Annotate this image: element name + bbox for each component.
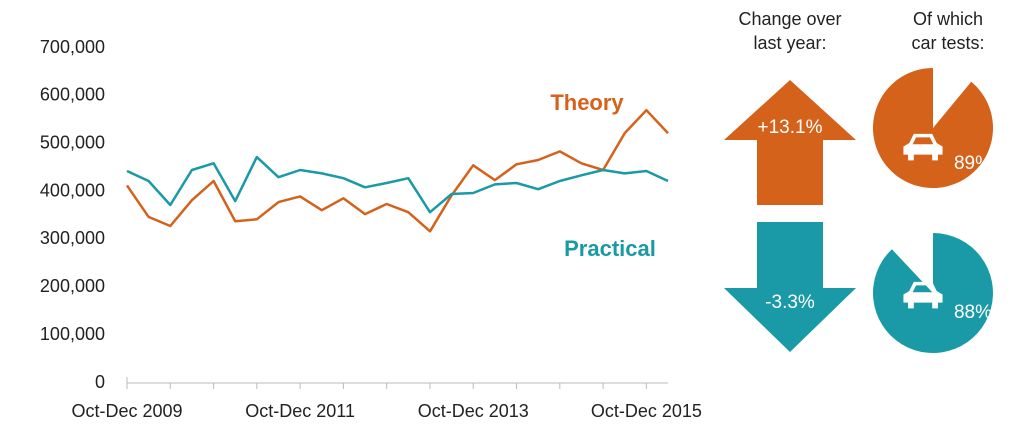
change-label: -3.3% (765, 292, 815, 313)
y-tick-label: 600,000 (40, 85, 105, 105)
x-tick-label: Oct-Dec 2011 (245, 401, 355, 421)
x-tick-label: Oct-Dec 2015 (591, 401, 702, 421)
y-tick-label: 200,000 (40, 276, 105, 296)
series-label: Practical (564, 236, 656, 261)
y-tick-label: 300,000 (40, 228, 105, 248)
y-tick-label: 100,000 (40, 324, 105, 344)
change-arrow (724, 222, 856, 352)
series-label: Theory (550, 90, 624, 115)
x-tick-label: Oct-Dec 2009 (71, 401, 182, 421)
change-arrow (724, 80, 856, 205)
share-label: 88% (954, 302, 992, 323)
share-header: car tests: (911, 33, 984, 53)
y-tick-label: 0 (95, 372, 105, 392)
series-line (125, 108, 669, 233)
change-header: Change over (738, 9, 841, 29)
y-tick-label: 400,000 (40, 180, 105, 200)
y-tick-label: 500,000 (40, 132, 105, 152)
change-label: +13.1% (758, 117, 823, 138)
share-label: 89% (954, 153, 992, 174)
y-tick-label: 700,000 (40, 37, 105, 57)
pie-slice (873, 68, 994, 189)
x-tick-label: Oct-Dec 2013 (418, 401, 529, 421)
change-header: last year: (753, 33, 826, 53)
share-header: Of which (913, 9, 983, 29)
series-line (126, 155, 669, 214)
